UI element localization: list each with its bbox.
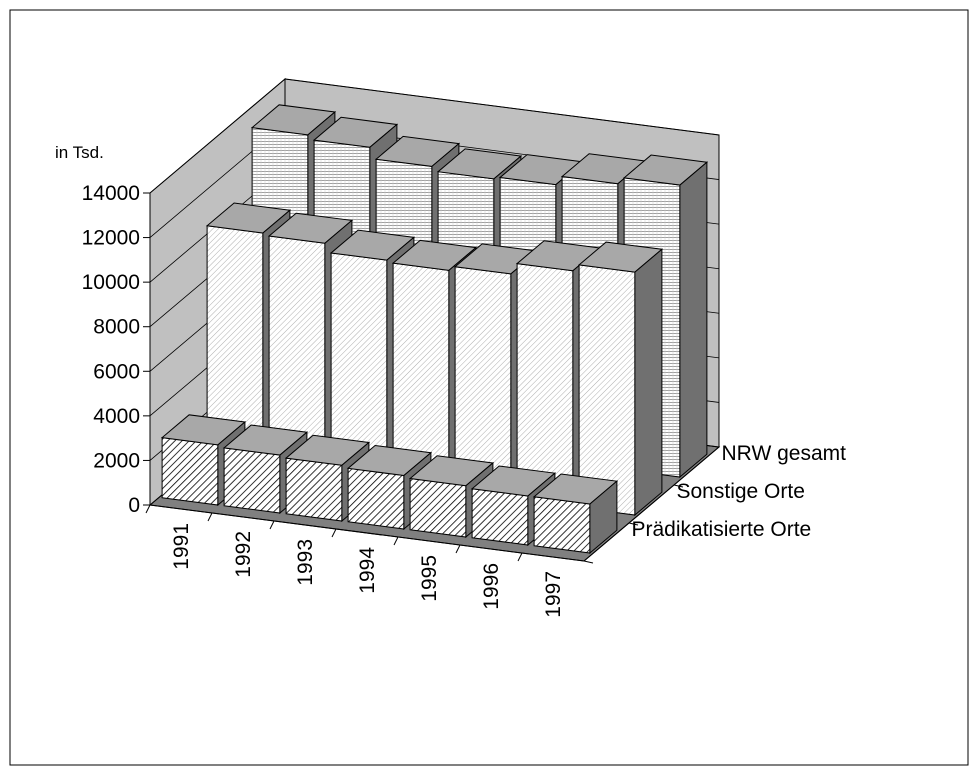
bar-front bbox=[161, 437, 219, 506]
x-tick-label: 1997 bbox=[542, 571, 565, 618]
x-tick-label: 1994 bbox=[356, 547, 379, 594]
x-tick-label: 1993 bbox=[294, 539, 317, 586]
bar-side bbox=[589, 480, 618, 555]
depth-tick bbox=[628, 522, 639, 526]
depth-tick bbox=[673, 484, 684, 488]
bar bbox=[577, 241, 664, 517]
legend-label: Sonstige Orte bbox=[677, 480, 805, 503]
y-tick-label: 2000 bbox=[93, 449, 140, 472]
bar-front bbox=[223, 447, 281, 514]
y-tick-label: 6000 bbox=[93, 360, 140, 383]
legend-label: NRW gesamt bbox=[722, 442, 847, 465]
axis-title: in Tsd. bbox=[55, 143, 104, 162]
bar-front bbox=[409, 477, 467, 538]
bar-side bbox=[634, 248, 663, 517]
bar-front bbox=[347, 467, 405, 530]
x-tick bbox=[517, 552, 523, 562]
legend-label: Prädikatisierte Orte bbox=[632, 518, 812, 541]
x-tick-label: 1996 bbox=[480, 563, 503, 610]
y-tick-label: 14000 bbox=[82, 182, 140, 205]
y-tick-label: 4000 bbox=[93, 405, 140, 428]
x-tick-label: 1992 bbox=[232, 531, 255, 578]
bar-front bbox=[533, 496, 591, 554]
x-axis bbox=[149, 504, 585, 562]
y-tick-label: 8000 bbox=[93, 316, 140, 339]
depth-tick bbox=[583, 560, 594, 564]
x-tick bbox=[393, 536, 399, 546]
bar bbox=[532, 473, 619, 555]
depth-axis bbox=[583, 446, 720, 562]
x-tick-label: 1995 bbox=[418, 555, 441, 602]
bar-front bbox=[285, 457, 343, 522]
y-tick-label: 0 bbox=[128, 494, 140, 517]
x-tick-label: 1991 bbox=[170, 523, 193, 570]
x-tick bbox=[455, 544, 461, 554]
bar-front bbox=[471, 488, 529, 546]
y-tick-label: 12000 bbox=[82, 227, 140, 250]
x-tick bbox=[269, 520, 275, 530]
x-tick bbox=[145, 504, 151, 514]
grid-line bbox=[149, 78, 720, 194]
y-tick-label: 10000 bbox=[82, 271, 140, 294]
x-tick bbox=[331, 528, 337, 538]
x-tick bbox=[207, 512, 213, 522]
bar-side bbox=[679, 161, 708, 479]
